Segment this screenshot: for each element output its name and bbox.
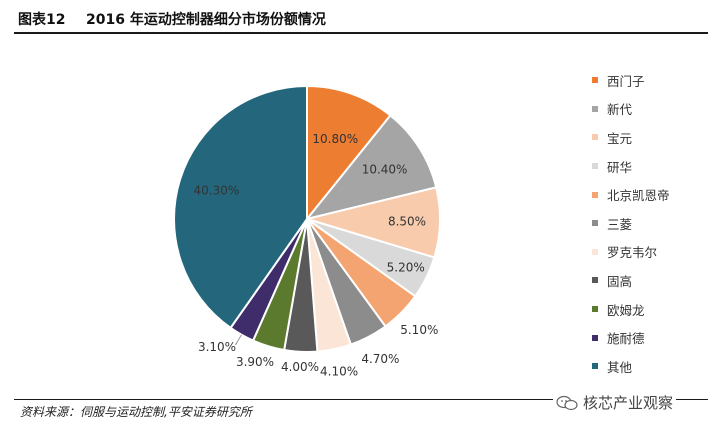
legend-swatch <box>592 163 598 170</box>
legend-item: 欧姆龙 <box>592 295 670 324</box>
legend-swatch <box>592 248 598 255</box>
legend-label: 宝元 <box>607 130 633 146</box>
source-note: 资料来源：伺服与运动控制,平安证券研究所 <box>20 405 252 419</box>
data-label: 5.20% <box>387 261 425 275</box>
legend-label: 新代 <box>607 102 633 118</box>
data-label: 4.00% <box>281 360 319 374</box>
legend-item: 其他 <box>592 352 670 381</box>
pie-slice <box>306 84 392 222</box>
data-label: 3.90% <box>236 355 274 369</box>
figure-title-bar: 图表12 2016 年运动控制器细分市场份额情况 <box>14 6 708 34</box>
legend-swatch <box>592 277 598 284</box>
footer: 资料来源：伺服与运动控制,平安证券研究所 <box>14 399 708 419</box>
data-label: 5.10% <box>400 323 438 337</box>
data-label: 40.30% <box>194 183 240 197</box>
legend-label: 其他 <box>607 359 633 375</box>
legend-label: 研华 <box>607 159 633 175</box>
legend-label: 固高 <box>607 273 633 289</box>
legend-swatch <box>592 334 598 341</box>
legend-item: 北京凯恩帝 <box>592 180 670 209</box>
legend-swatch <box>592 220 598 227</box>
legend-item: 宝元 <box>592 123 670 152</box>
legend-label: 西门子 <box>607 73 645 89</box>
legend-label: 施耐德 <box>607 331 645 347</box>
data-label: 3.10% <box>198 340 236 354</box>
pie-slice <box>173 84 308 330</box>
watermark: 核芯产业观察 <box>553 392 677 413</box>
legend-item: 研华 <box>592 152 670 181</box>
legend-swatch <box>592 77 598 84</box>
legend-label: 欧姆龙 <box>607 302 645 318</box>
legend-label: 三菱 <box>607 216 633 232</box>
data-label: 4.10% <box>320 365 358 379</box>
legend-swatch <box>592 134 598 141</box>
pie-slice <box>304 114 438 221</box>
data-label: 8.50% <box>388 215 426 229</box>
legend-swatch <box>592 306 598 313</box>
legend-item: 施耐德 <box>592 323 670 352</box>
data-label: 10.40% <box>362 163 408 177</box>
leader-line <box>235 334 242 346</box>
legend-swatch <box>592 105 598 112</box>
chart-legend: 西门子新代宝元研华北京凯恩帝三菱罗克韦尔固高欧姆龙施耐德其他 <box>592 66 670 381</box>
legend-swatch <box>592 363 598 370</box>
legend-item: 罗克韦尔 <box>592 238 670 267</box>
figure-number: 图表12 <box>18 12 66 28</box>
figure-title: 2016 年运动控制器细分市场份额情况 <box>86 12 326 28</box>
legend-item: 西门子 <box>592 66 670 95</box>
legend-label: 北京凯恩帝 <box>607 188 670 204</box>
data-label: 4.70% <box>361 352 399 366</box>
legend-swatch <box>592 191 598 198</box>
wechat-icon <box>556 395 578 410</box>
data-label: 10.80% <box>312 132 358 146</box>
legend-item: 新代 <box>592 95 670 124</box>
legend-item: 三菱 <box>592 209 670 238</box>
legend-item: 固高 <box>592 266 670 295</box>
watermark-text: 核芯产业观察 <box>583 394 674 412</box>
legend-label: 罗克韦尔 <box>607 245 658 261</box>
